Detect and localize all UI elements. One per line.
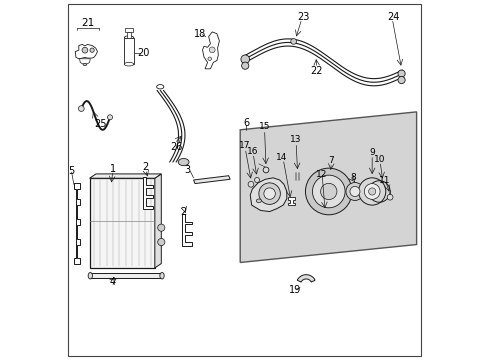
Polygon shape (193, 176, 230, 184)
Circle shape (264, 188, 275, 199)
Polygon shape (250, 178, 286, 212)
Bar (124, 38, 133, 64)
Polygon shape (202, 32, 219, 69)
Text: 5: 5 (68, 166, 74, 176)
Polygon shape (240, 112, 416, 262)
Ellipse shape (160, 273, 164, 279)
Bar (125, 28, 132, 32)
Circle shape (320, 183, 336, 200)
Ellipse shape (83, 63, 86, 66)
Polygon shape (287, 197, 294, 205)
Bar (90, 273, 162, 278)
Circle shape (312, 175, 345, 208)
Circle shape (254, 177, 259, 183)
Ellipse shape (124, 62, 133, 66)
Text: 14: 14 (276, 153, 287, 162)
Circle shape (368, 188, 375, 195)
Circle shape (305, 168, 351, 215)
Text: 21: 21 (81, 18, 94, 28)
Circle shape (349, 186, 359, 197)
Circle shape (397, 70, 405, 77)
Circle shape (263, 167, 268, 173)
Circle shape (78, 106, 84, 112)
Ellipse shape (124, 36, 133, 40)
Text: 19: 19 (289, 285, 301, 295)
Bar (126, 32, 131, 38)
Circle shape (364, 184, 379, 199)
Circle shape (207, 57, 211, 60)
Text: 17: 17 (238, 141, 250, 150)
Text: 12: 12 (316, 171, 327, 180)
Text: 10: 10 (373, 155, 385, 164)
Text: 8: 8 (349, 173, 355, 182)
Text: 2: 2 (142, 162, 148, 172)
Text: 3: 3 (184, 165, 190, 175)
Circle shape (358, 178, 385, 205)
Text: 7: 7 (328, 156, 333, 165)
Circle shape (107, 115, 112, 120)
Text: 16: 16 (246, 147, 258, 156)
Text: 15: 15 (258, 122, 269, 131)
Text: 22: 22 (310, 66, 323, 76)
Ellipse shape (156, 85, 163, 89)
Ellipse shape (256, 199, 261, 203)
Circle shape (241, 55, 249, 64)
Circle shape (290, 39, 296, 44)
Text: 13: 13 (289, 135, 301, 144)
Circle shape (209, 47, 215, 53)
Text: 20: 20 (137, 48, 149, 58)
Polygon shape (75, 44, 97, 59)
Circle shape (397, 76, 405, 84)
Text: 9: 9 (368, 148, 374, 157)
Circle shape (90, 48, 94, 52)
Ellipse shape (88, 273, 92, 279)
Polygon shape (155, 174, 161, 268)
Text: 1: 1 (110, 163, 116, 174)
Polygon shape (74, 183, 80, 264)
Circle shape (241, 62, 248, 69)
Circle shape (82, 47, 88, 53)
Ellipse shape (178, 158, 189, 166)
Polygon shape (80, 59, 90, 64)
Bar (89, 178, 155, 268)
Text: 24: 24 (386, 12, 399, 22)
Circle shape (158, 224, 164, 231)
Circle shape (386, 194, 392, 200)
Text: 23: 23 (297, 12, 309, 22)
Text: 11: 11 (378, 176, 389, 185)
Text: 6: 6 (243, 118, 249, 128)
Polygon shape (89, 174, 161, 178)
Polygon shape (297, 275, 314, 282)
Polygon shape (182, 214, 192, 246)
Circle shape (158, 238, 164, 246)
Circle shape (247, 181, 253, 187)
Text: 18: 18 (193, 29, 205, 39)
Text: 25: 25 (94, 119, 106, 129)
Polygon shape (143, 177, 153, 210)
Circle shape (346, 183, 363, 201)
Circle shape (258, 183, 280, 204)
Text: 26: 26 (170, 141, 182, 152)
Text: 4: 4 (110, 277, 116, 287)
Text: 2: 2 (180, 207, 186, 217)
